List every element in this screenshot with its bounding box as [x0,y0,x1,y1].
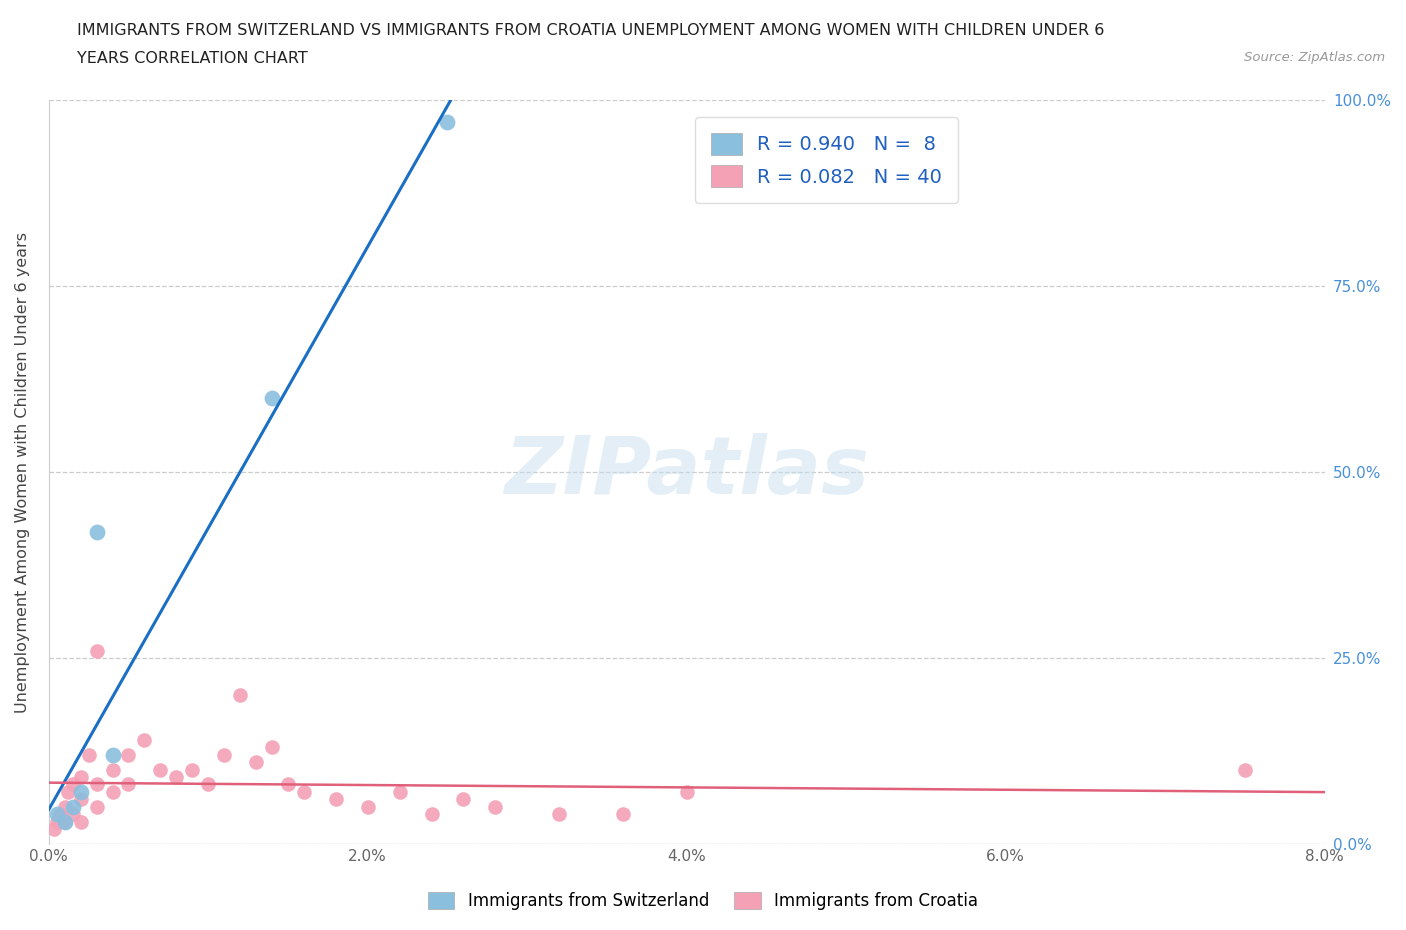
Point [101,785,124,800]
Point [229,688,252,703]
Point [212,748,235,763]
Point [69,770,91,785]
Point [277,777,299,792]
Point [69,792,91,807]
Point [484,800,506,815]
Point [69,785,91,800]
Point [260,740,283,755]
Text: IMMIGRANTS FROM SWITZERLAND VS IMMIGRANTS FROM CROATIA UNEMPLOYMENT AMONG WOMEN : IMMIGRANTS FROM SWITZERLAND VS IMMIGRANT… [77,23,1105,38]
Point [548,807,571,822]
Point [53,800,76,815]
Point [49,807,72,822]
Point [181,763,204,777]
Point [62,807,84,822]
Point [420,807,443,822]
Point [453,792,475,807]
Point [292,785,315,800]
Point [86,644,108,658]
Point [45,807,67,822]
Point [101,763,124,777]
Point [86,525,108,539]
Point [245,755,267,770]
Legend: R = 0.940   N =  8, R = 0.082   N = 40: R = 0.940 N = 8, R = 0.082 N = 40 [695,117,957,203]
Point [101,748,124,763]
Point [86,800,108,815]
Point [62,777,84,792]
Point [134,733,156,748]
Point [675,785,697,800]
Point [197,777,219,792]
Legend: Immigrants from Switzerland, Immigrants from Croatia: Immigrants from Switzerland, Immigrants … [422,885,984,917]
Point [612,807,634,822]
Point [260,391,283,405]
Point [42,822,65,837]
Point [69,815,91,830]
Text: Source: ZipAtlas.com: Source: ZipAtlas.com [1244,51,1385,64]
Point [357,800,380,815]
Point [1233,763,1256,777]
Point [45,815,67,830]
Point [117,748,139,763]
Point [165,770,187,785]
Point [77,748,100,763]
Point [149,763,172,777]
Point [388,785,411,800]
Point [62,800,84,815]
Point [56,785,79,800]
Point [436,115,458,130]
Point [53,815,76,830]
Text: ZIPatlas: ZIPatlas [505,433,869,511]
Point [86,777,108,792]
Point [325,792,347,807]
Point [53,815,76,830]
Y-axis label: Unemployment Among Women with Children Under 6 years: Unemployment Among Women with Children U… [15,232,30,712]
Text: YEARS CORRELATION CHART: YEARS CORRELATION CHART [77,51,308,66]
Point [117,777,139,792]
